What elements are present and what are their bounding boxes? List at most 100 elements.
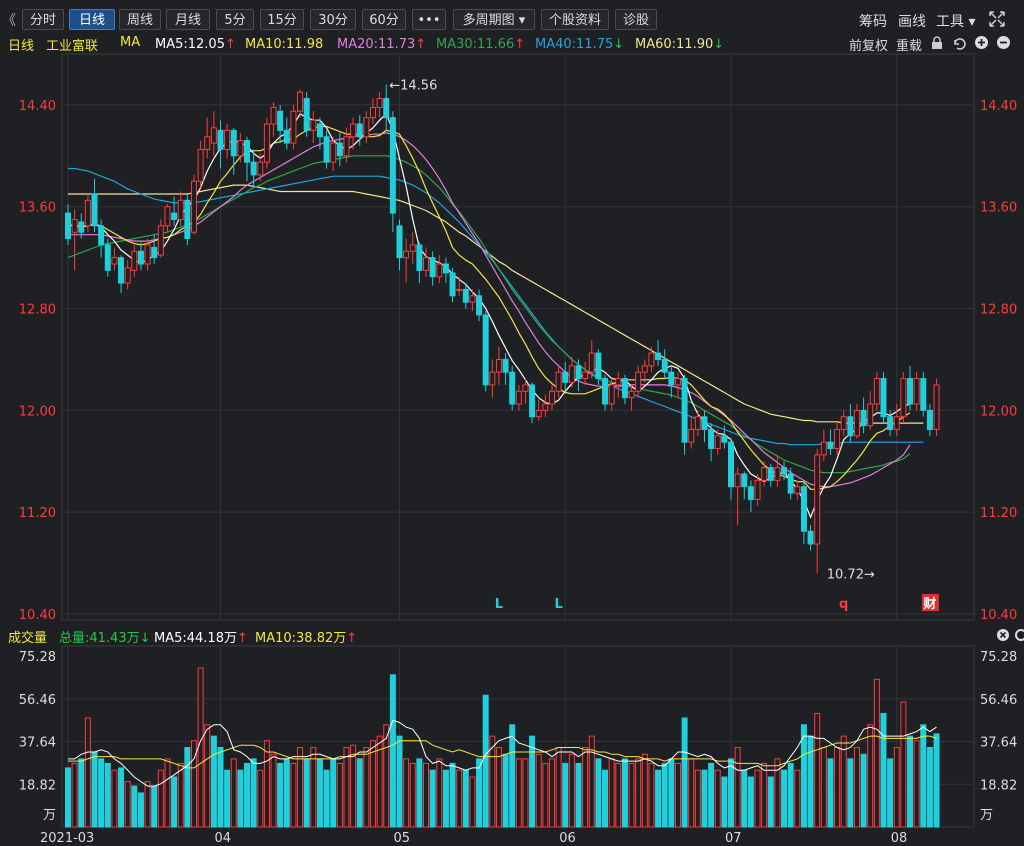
volume-bar — [933, 733, 940, 828]
volume-bar — [330, 758, 337, 828]
period-button-5[interactable]: 15分 — [260, 9, 304, 30]
candle-body — [568, 365, 575, 383]
period-button-6[interactable]: 30分 — [310, 9, 356, 30]
volume-bar — [542, 762, 549, 828]
volume-bar — [694, 769, 701, 828]
volume-bar — [436, 758, 443, 828]
chips-button[interactable]: 筹码 — [859, 14, 887, 30]
period-button-7[interactable]: 60分 — [362, 9, 406, 30]
price-tick-right: 12.00 — [980, 404, 1017, 419]
ma-value-text: MA40:11.75 — [535, 37, 614, 52]
candle-body — [449, 272, 456, 297]
candle-body — [131, 250, 138, 271]
volume-ma5-arrow: ↑ — [236, 631, 248, 646]
fullscreen-icon[interactable] — [988, 10, 1006, 28]
volume-bar — [124, 781, 131, 828]
candle-body — [363, 117, 370, 138]
volume-ma10: MA10:38.82万↑ — [255, 627, 357, 646]
volume-bar — [257, 769, 264, 828]
period-button-11[interactable]: 诊股 — [615, 9, 657, 30]
volume-bar — [595, 758, 602, 828]
volume-ma-lines — [68, 719, 937, 787]
reload-button[interactable]: 重载 — [896, 39, 923, 54]
candle-body — [688, 428, 695, 443]
ma20-line — [68, 132, 911, 488]
period-button-0[interactable]: 分时 — [22, 9, 64, 30]
lock-icon[interactable] — [930, 36, 944, 50]
volume-bar — [615, 762, 622, 828]
ma-info-bar: 日线 工业富联 MA MA5:12.05↑ MA10:11.98 MA20:11.7… — [0, 33, 1024, 54]
volume-bar — [834, 746, 841, 828]
ma-value-text: MA30:11.66 — [436, 37, 515, 52]
period-button-3[interactable]: 月线 — [166, 9, 210, 30]
volume-bar — [78, 758, 85, 828]
candle-body — [562, 371, 569, 383]
period-button-1[interactable]: 日线 — [69, 9, 115, 30]
volume-bar — [655, 769, 662, 828]
candle-body — [190, 180, 197, 233]
candle-body — [655, 352, 662, 360]
minus-circle-icon[interactable] — [996, 35, 1011, 50]
candle-body — [608, 384, 615, 405]
candle-body — [628, 390, 635, 399]
ma-value-2: MA20:11.73↑ — [337, 37, 426, 52]
tools-button[interactable]: 工具 ▾ — [936, 14, 976, 30]
volume-bar — [688, 758, 695, 828]
candle-body — [860, 409, 867, 427]
volume-bar — [721, 776, 728, 828]
candle-body — [701, 416, 708, 430]
volume-bar — [847, 758, 854, 828]
volume-bar — [323, 769, 330, 828]
candle-body — [913, 378, 920, 405]
candle-body — [224, 129, 231, 150]
volume-bar — [734, 746, 741, 828]
candle-body — [794, 486, 801, 494]
candle-body — [933, 384, 940, 430]
period-button-9[interactable]: 多周期图 ▾ — [453, 9, 535, 30]
volume-bar — [568, 753, 575, 828]
volume-bar — [674, 762, 681, 828]
plus-circle-icon[interactable] — [974, 35, 989, 50]
volume-bar — [383, 724, 390, 828]
period-button-2[interactable]: 周线 — [119, 9, 161, 30]
candle-body — [436, 263, 443, 278]
volume-bar — [621, 758, 628, 828]
adjust-button[interactable]: 前复权 — [849, 39, 889, 54]
volume-bar — [548, 758, 555, 828]
volume-bar — [701, 769, 708, 828]
close-circle-icon[interactable] — [996, 628, 1010, 642]
volume-bar — [728, 758, 734, 828]
volume-bar — [177, 762, 184, 828]
total-volume-arrow: ↓ — [139, 631, 151, 646]
price-tick-right: 13.60 — [980, 201, 1017, 216]
candle-body — [277, 110, 284, 131]
volume-bar — [210, 735, 217, 828]
period-button-4[interactable]: 5分 — [216, 9, 254, 30]
volume-bar — [714, 769, 721, 828]
volume-bar — [376, 735, 383, 828]
candle-body — [65, 212, 71, 240]
volume-bar — [582, 746, 589, 828]
ma-value-text: MA10:11.98 — [245, 37, 324, 52]
candle-body — [91, 193, 98, 227]
double-chevron-left-icon[interactable]: 《 — [2, 13, 16, 29]
candle-body — [98, 225, 105, 246]
draw-button[interactable]: 画线 — [898, 14, 926, 30]
candle-body — [674, 378, 681, 386]
volume-bar — [217, 746, 224, 828]
candle-body — [621, 378, 628, 399]
period-button-10[interactable]: 个股资料 — [541, 9, 609, 30]
candle-body — [429, 257, 436, 278]
volume-bar — [104, 762, 111, 828]
period-button-8[interactable]: ••• — [412, 9, 446, 30]
candle-body — [840, 416, 847, 430]
toolbar: 《 分时 日线 周线 月线 5分 15分 30分 60分 ••• 多周期图 ▾ 个股资料 诊股 筹码 … — [0, 0, 1024, 37]
candle-body — [582, 371, 589, 380]
volume-bar — [741, 769, 748, 828]
candle-body — [588, 352, 595, 373]
candle-body — [171, 212, 178, 220]
volume-bar — [350, 744, 357, 828]
settings-icon[interactable] — [1014, 628, 1024, 642]
volume-bar — [270, 753, 277, 828]
undo-icon[interactable] — [952, 36, 966, 50]
